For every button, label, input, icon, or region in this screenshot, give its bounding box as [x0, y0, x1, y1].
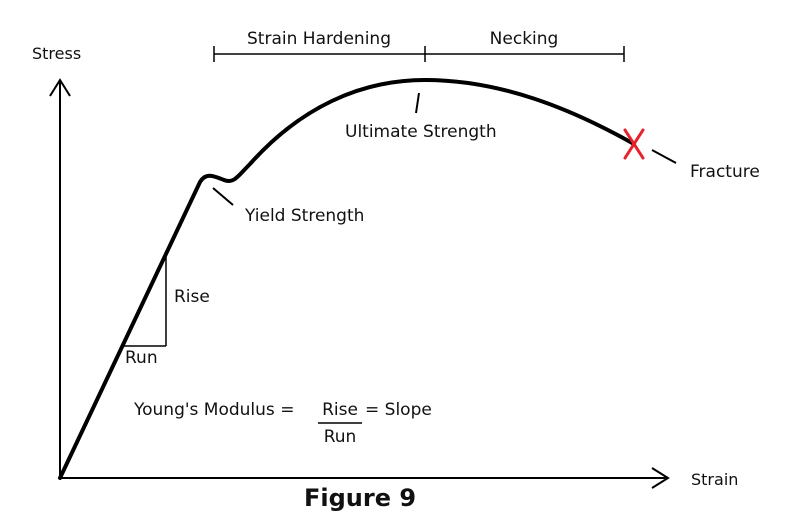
formula-rhs: = Slope: [365, 400, 432, 420]
ultimate-strength-leader: [415, 92, 420, 114]
fracture-leader: [651, 149, 677, 164]
strain-hardening-label: Strain Hardening: [247, 29, 391, 49]
figure-caption: Figure 9: [304, 484, 416, 512]
formula-lhs: Young's Modulus =: [133, 400, 294, 420]
x-axis-label: Strain: [691, 470, 738, 489]
ultimate-strength-label: Ultimate Strength: [345, 122, 497, 142]
formula-denominator: Run: [324, 427, 357, 447]
fracture-label: Fracture: [690, 162, 760, 182]
run-label: Run: [125, 348, 158, 368]
axes: [49, 78, 670, 489]
slope-triangle: [124, 256, 167, 347]
yield-strength-leader: [212, 187, 234, 206]
formula-numerator: Rise: [322, 400, 358, 420]
x-axis-arrowhead: [651, 467, 670, 489]
necking-bracket: [425, 46, 625, 62]
x-mark-icon: [623, 128, 645, 160]
y-axis-arrowhead: [49, 78, 71, 97]
y-axis-label: Stress: [32, 44, 81, 63]
stress-strain-curve: [58, 78, 636, 480]
rise-label: Rise: [174, 287, 210, 307]
yield-strength-label: Yield Strength: [244, 206, 364, 226]
necking-label: Necking: [490, 29, 559, 49]
